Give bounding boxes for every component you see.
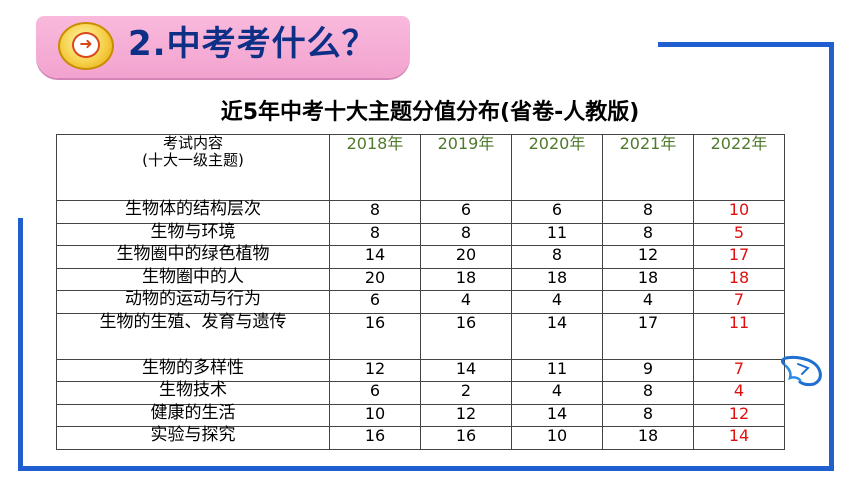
score-cell: 18 [420, 267, 512, 291]
score-cell: 8 [602, 200, 694, 224]
score-cell: 20 [329, 267, 421, 291]
score-cell: 18 [602, 426, 694, 450]
score-cell: 8 [511, 245, 603, 269]
frame-line-top [658, 42, 834, 47]
score-cell: 12 [420, 403, 512, 427]
score-cell: 16 [329, 426, 421, 450]
topic-cell: 动物的运动与行为 [56, 290, 330, 314]
score-cell: 14 [420, 358, 512, 382]
content-header-line2: (十大一级主题) [142, 151, 244, 169]
page-title: 2.中考考什么？ [128, 24, 377, 64]
score-cell: 6 [420, 200, 512, 224]
score-cell: 18 [602, 267, 694, 291]
score-cell: 12 [602, 245, 694, 269]
score-cell: 17 [602, 312, 694, 360]
year-header: 2018年 [329, 134, 421, 201]
table-row: 生物的生殖、发育与遗传 16 16 14 17 11 [56, 312, 785, 360]
year-header: 2019年 [420, 134, 512, 201]
score-cell: 4 [511, 381, 603, 405]
score-cell: 11 [511, 358, 603, 382]
table-row: 动物的运动与行为 6 4 4 4 7 [56, 290, 785, 314]
score-cell: 6 [511, 200, 603, 224]
score-table-container: 考试内容 (十大一级主题) 2018年 2019年 2020年 2021年 20… [56, 134, 785, 450]
topic-cell: 生物技术 [56, 381, 330, 405]
table-body: 生物体的结构层次 8 6 6 8 10 生物与环境 8 8 11 8 5 生物圈中的绿色植物 14 20 8 1… [56, 200, 785, 450]
score-cell: 12 [693, 403, 785, 427]
table-row: 生物圈中的绿色植物 14 20 8 12 17 [56, 245, 785, 269]
table-row: 实验与探究 16 16 10 18 14 [56, 426, 785, 450]
table-row: 健康的生活 10 12 14 8 12 [56, 403, 785, 427]
score-cell: 8 [329, 222, 421, 246]
score-cell: 14 [329, 245, 421, 269]
content-header-line1: 考试内容 [162, 134, 223, 152]
frame-line-left [18, 218, 23, 471]
year-header: 2021年 [602, 134, 694, 201]
table-row: 生物圈中的人 20 18 18 18 18 [56, 267, 785, 291]
topic-cell: 健康的生活 [56, 403, 330, 427]
score-cell: 8 [420, 222, 512, 246]
content-column-header: 考试内容 (十大一级主题) [56, 134, 330, 201]
score-cell: 11 [511, 222, 603, 246]
frame-line-right [829, 42, 834, 471]
topic-cell: 生物的生殖、发育与遗传 [56, 312, 330, 360]
table-row: 生物的多样性 12 14 11 9 7 [56, 358, 785, 382]
score-cell: 17 [693, 245, 785, 269]
score-cell: 4 [693, 381, 785, 405]
year-header: 2020年 [511, 134, 603, 201]
score-cell: 4 [420, 290, 512, 314]
score-cell: 12 [329, 358, 421, 382]
score-cell: 16 [420, 426, 512, 450]
score-cell: 14 [693, 426, 785, 450]
topic-cell: 生物圈中的绿色植物 [56, 245, 330, 269]
score-cell: 4 [511, 290, 603, 314]
table-title: 近5年中考十大主题分值分布(省卷-人教版) [220, 100, 640, 125]
score-table: 考试内容 (十大一级主题) 2018年 2019年 2020年 2021年 20… [56, 134, 785, 450]
table-row: 生物与环境 8 8 11 8 5 [56, 222, 785, 246]
hand-drawn-sketch-icon [780, 355, 822, 387]
table-header-row: 考试内容 (十大一级主题) 2018年 2019年 2020年 2021年 20… [56, 134, 785, 201]
score-cell: 8 [602, 222, 694, 246]
topic-cell: 生物的多样性 [56, 358, 330, 382]
score-cell: 14 [511, 312, 603, 360]
score-cell: 2 [420, 381, 512, 405]
score-cell: 5 [693, 222, 785, 246]
score-cell: 7 [693, 290, 785, 314]
score-cell: 6 [329, 290, 421, 314]
score-cell: 8 [602, 381, 694, 405]
score-cell: 18 [511, 267, 603, 291]
score-cell: 10 [511, 426, 603, 450]
table-row: 生物技术 6 2 4 8 4 [56, 381, 785, 405]
score-cell: 7 [693, 358, 785, 382]
frame-line-bottom [18, 466, 834, 471]
score-cell: 8 [602, 403, 694, 427]
score-cell: 6 [329, 381, 421, 405]
score-cell: 10 [329, 403, 421, 427]
topic-cell: 生物与环境 [56, 222, 330, 246]
score-cell: 4 [602, 290, 694, 314]
topic-cell: 生物圈中的人 [56, 267, 330, 291]
score-cell: 11 [693, 312, 785, 360]
year-header: 2022年 [693, 134, 785, 201]
score-cell: 18 [693, 267, 785, 291]
topic-cell: 实验与探究 [56, 426, 330, 450]
score-cell: 9 [602, 358, 694, 382]
score-cell: 20 [420, 245, 512, 269]
table-row: 生物体的结构层次 8 6 6 8 10 [56, 200, 785, 224]
topic-cell: 生物体的结构层次 [56, 200, 330, 224]
score-cell: 10 [693, 200, 785, 224]
score-cell: 14 [511, 403, 603, 427]
score-cell: 16 [420, 312, 512, 360]
score-cell: 16 [329, 312, 421, 360]
score-cell: 8 [329, 200, 421, 224]
arrow-right-icon: ➜ [72, 32, 100, 58]
